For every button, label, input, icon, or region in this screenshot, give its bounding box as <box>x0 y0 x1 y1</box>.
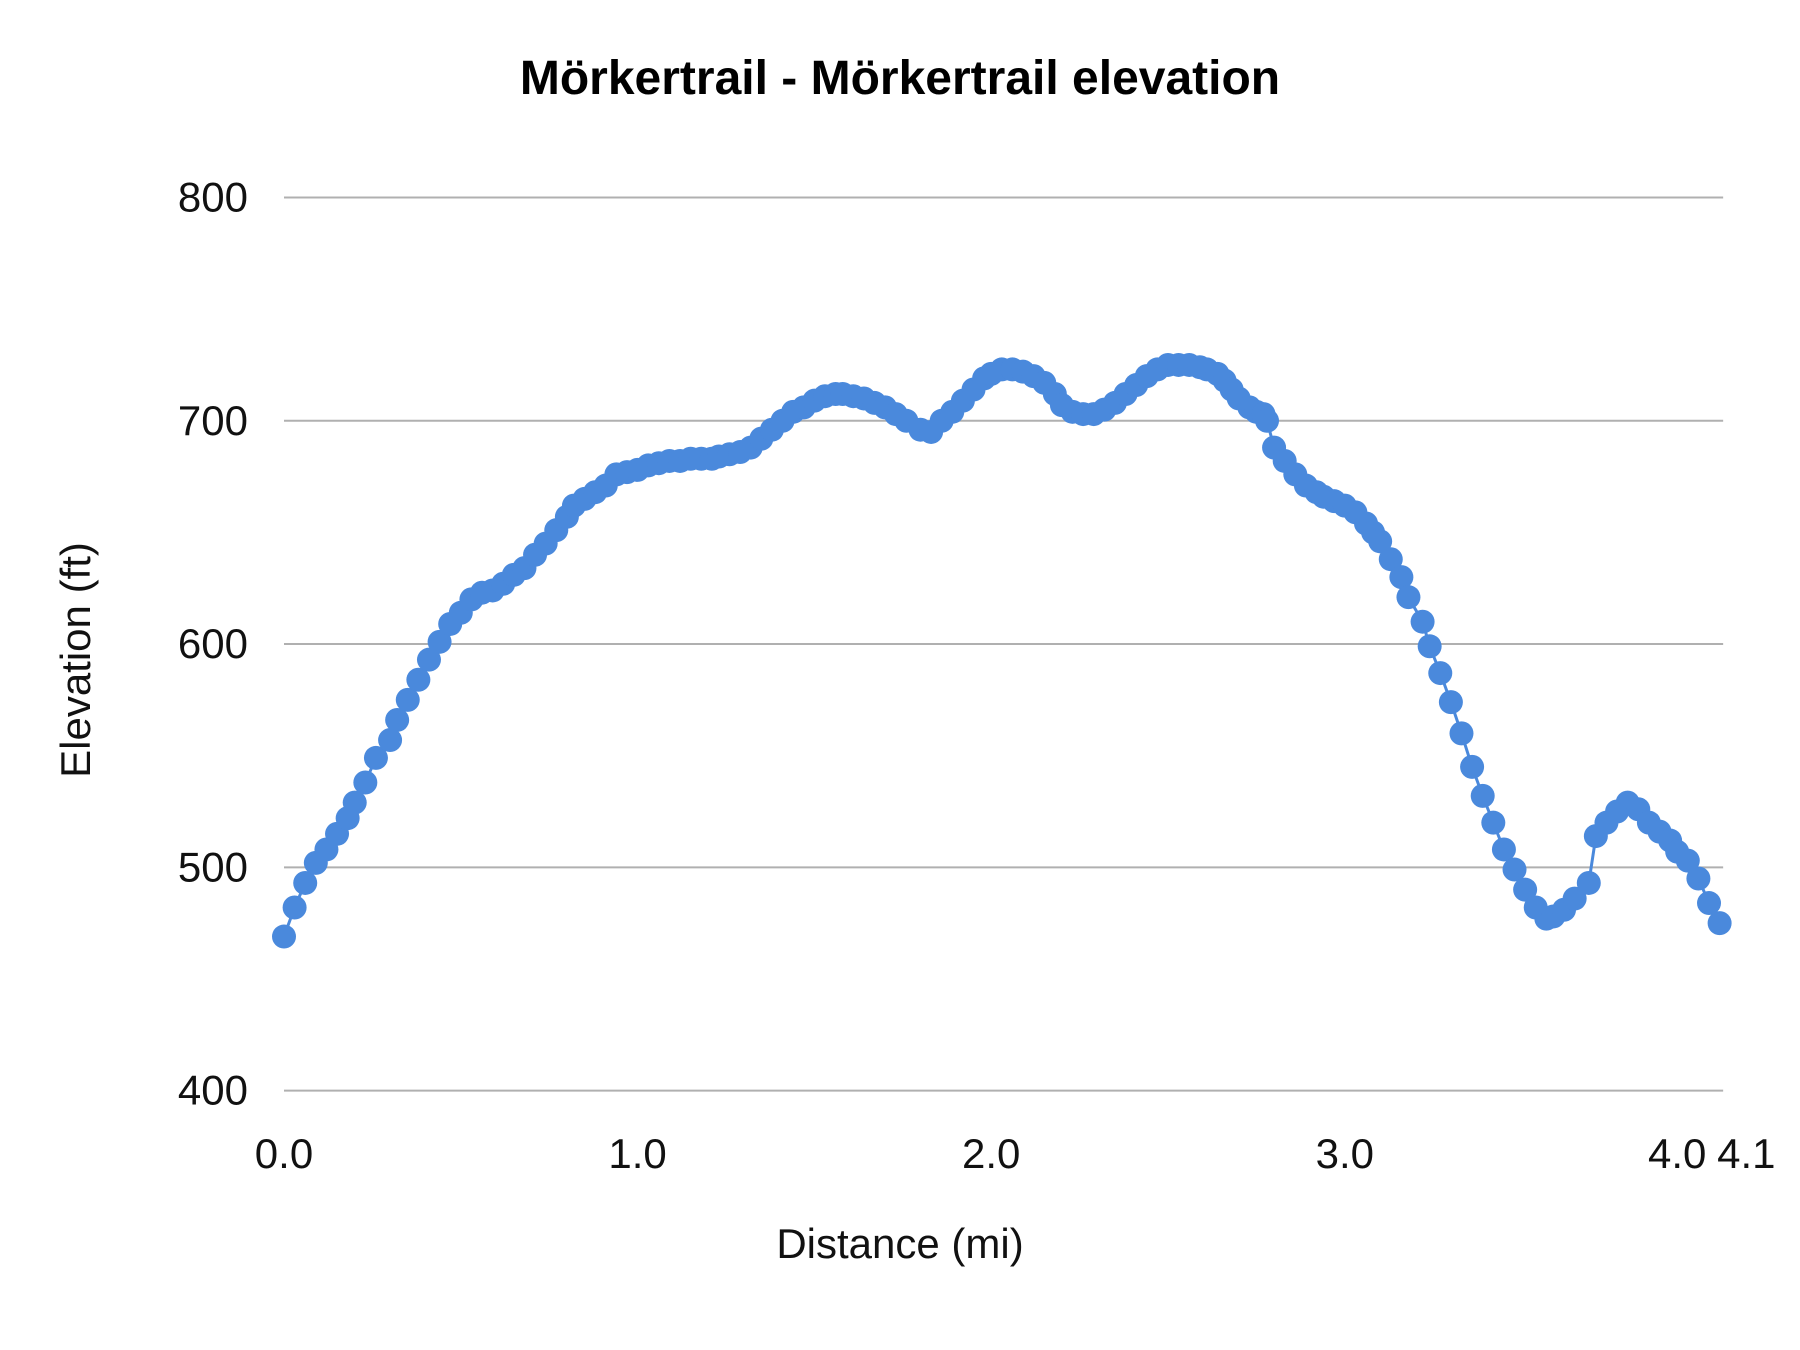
x-tick-label: 1.0 <box>608 1130 666 1177</box>
data-point <box>1686 866 1711 891</box>
y-tick-label: 600 <box>178 620 248 667</box>
data-point <box>1576 870 1601 895</box>
x-tick-label: 0.0 <box>255 1130 313 1177</box>
x-tick-label: 4.0 <box>1648 1130 1706 1177</box>
y-tick-label: 500 <box>178 843 248 890</box>
data-point <box>1481 810 1506 835</box>
data-point <box>293 870 318 895</box>
data-point <box>282 895 307 920</box>
data-point <box>1410 609 1435 634</box>
x-axis-label: Distance (mi) <box>776 1220 1023 1267</box>
series-elevation <box>272 352 1732 949</box>
y-axis-label: Elevation (ft) <box>52 542 99 778</box>
data-point <box>1255 408 1280 433</box>
data-point <box>1428 661 1453 686</box>
x-tick-label: 2.0 <box>962 1130 1020 1177</box>
data-point <box>1697 891 1722 916</box>
y-axis-ticks: 400 500 600 700 800 <box>178 174 248 1114</box>
data-point <box>1502 857 1527 882</box>
y-tick-label: 400 <box>178 1067 248 1114</box>
x-tick-label: 4.1 <box>1717 1130 1775 1177</box>
chart-title: Mörkertrail - Mörkertrail elevation <box>520 52 1280 105</box>
data-point <box>1562 886 1587 911</box>
data-point <box>1389 565 1414 590</box>
data-point <box>363 745 388 770</box>
x-axis-ticks: 0.0 1.0 2.0 3.0 4.0 4.1 <box>255 1130 1776 1177</box>
data-point <box>1368 529 1393 554</box>
data-point <box>395 687 420 712</box>
data-point <box>1675 848 1700 873</box>
data-point <box>427 629 452 654</box>
data-point <box>1396 585 1421 610</box>
data-point <box>1417 634 1442 659</box>
data-point <box>272 924 296 949</box>
data-point <box>1491 837 1516 862</box>
gridlines <box>284 196 1724 1092</box>
data-point <box>1449 721 1474 746</box>
y-tick-label: 700 <box>178 397 248 444</box>
data-point <box>1470 783 1495 808</box>
data-point <box>1438 690 1463 715</box>
data-point <box>1513 877 1538 902</box>
x-tick-label: 3.0 <box>1316 1130 1374 1177</box>
data-point <box>378 728 403 753</box>
y-tick-label: 800 <box>178 174 248 221</box>
data-point <box>1707 911 1732 936</box>
data-point <box>1378 547 1403 572</box>
data-point <box>1460 754 1485 779</box>
data-point <box>406 667 431 692</box>
data-point <box>416 647 441 672</box>
data-point <box>342 790 367 815</box>
data-point <box>385 707 410 732</box>
data-point <box>353 770 378 795</box>
